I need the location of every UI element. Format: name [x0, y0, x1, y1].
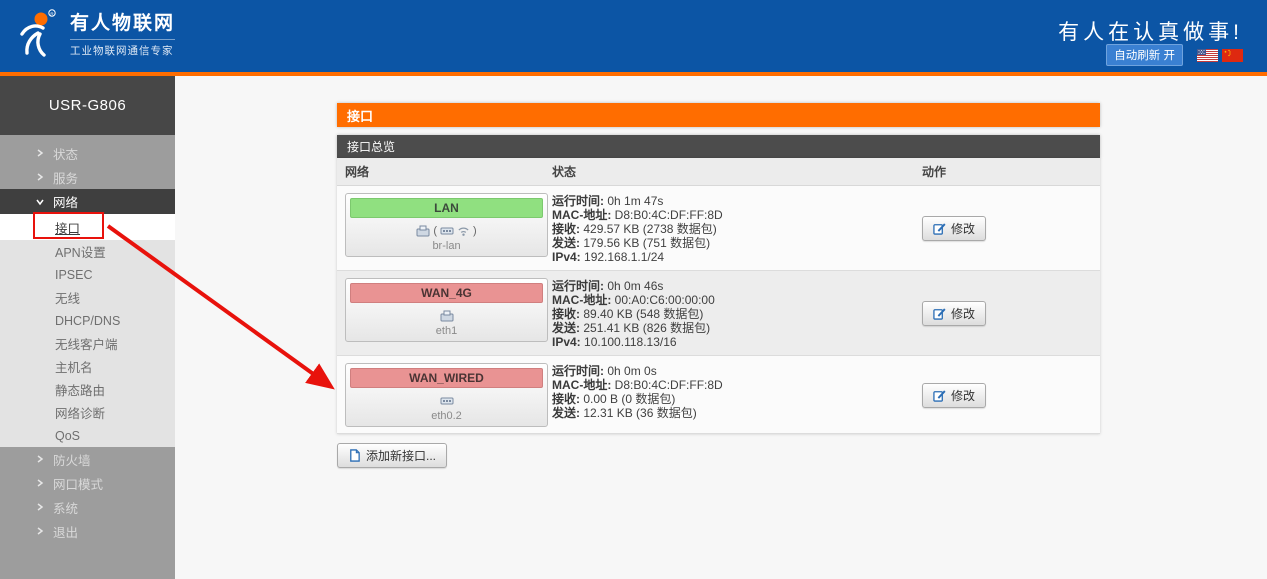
sidebar-item-static-routes[interactable]: 静态路由 [0, 378, 175, 401]
interface-device-name: eth0.2 [431, 410, 462, 422]
chevron-right-icon [37, 479, 44, 487]
sidebar-item-firewall[interactable]: 防火墙 [0, 447, 175, 471]
interface-box-wan-wired: WAN_WIRED eth0.2 [345, 363, 548, 427]
sidebar-item-services[interactable]: 服务 [0, 165, 175, 189]
edit-icon [933, 389, 946, 402]
edit-interface-button-lan[interactable]: 修改 [922, 216, 987, 241]
sidebar-item-status[interactable]: 状态 [0, 141, 175, 165]
device-name-header: USR-G806 [0, 76, 175, 135]
edit-icon [933, 308, 946, 320]
usr-person-logo-icon: R [20, 9, 56, 57]
column-header-action: 动作 [922, 165, 947, 179]
table-row: WAN_4G eth1 运行时间: 0h 0m 46s MAC-地址: 00:A… [337, 271, 1100, 356]
svg-text:R: R [50, 11, 54, 16]
us-flag-language-icon[interactable] [1197, 48, 1218, 62]
slogan-text: 有人在认真做事! [1058, 21, 1243, 44]
auto-refresh-toggle[interactable]: 自动刷新 开 [1106, 44, 1183, 66]
ethernet-switch-icon [440, 227, 454, 234]
brand-title: 有人物联网 [70, 13, 176, 34]
chevron-right-icon [37, 455, 44, 463]
interface-device-name: br-lan [432, 240, 461, 252]
table-header-row: 网络 状态 动作 [337, 158, 1100, 186]
sidebar-item-wireless[interactable]: 无线 [0, 286, 175, 309]
table-row: LAN ( ) br-lan 运行时间: 0h 1m 47s MAC-地址: D [337, 186, 1100, 271]
sidebar-item-network-diagnostics[interactable]: 网络诊断 [0, 401, 175, 424]
sidebar-nav: USR-G806 状态 服务 网络 接口 APN设置 IPSEC 无线 DHCP… [0, 76, 175, 579]
column-header-status: 状态 [552, 165, 577, 179]
china-flag-language-icon[interactable] [1222, 48, 1243, 62]
ethernet-bridge-icon [416, 225, 430, 236]
wan-zone-badge: WAN_4G [350, 283, 543, 303]
sidebar-item-ipsec[interactable]: IPSEC [0, 263, 175, 286]
sidebar-item-logout[interactable]: 退出 [0, 519, 175, 543]
interface-box-wan-4g: WAN_4G eth1 [345, 278, 548, 342]
brand-subtitle: 工业物联网通信专家 [70, 39, 176, 58]
accent-divider [0, 72, 1267, 76]
interface-status-wan-4g: 运行时间: 0h 0m 46s MAC-地址: 00:A0:C6:00:00:0… [552, 279, 715, 349]
interface-box-lan: LAN ( ) br-lan [345, 193, 548, 257]
page-title: 接口 [337, 103, 1100, 127]
chevron-right-icon [37, 503, 44, 511]
sidebar-item-qos[interactable]: QoS [0, 424, 175, 447]
column-header-network: 网络 [345, 165, 370, 179]
sidebar-item-dhcp-dns[interactable]: DHCP/DNS [0, 309, 175, 332]
wifi-icon [458, 227, 469, 236]
lan-zone-badge: LAN [350, 198, 543, 218]
sidebar-item-network[interactable]: 网络 [0, 189, 175, 214]
sidebar-item-system[interactable]: 系统 [0, 495, 175, 519]
chevron-right-icon [37, 527, 44, 535]
add-page-icon [350, 449, 360, 462]
main-content: 接口 接口总览 网络 状态 动作 LAN ( [337, 103, 1100, 468]
wan-zone-badge: WAN_WIRED [350, 368, 543, 388]
sidebar-item-interfaces[interactable]: 接口 [0, 214, 175, 240]
table-row: WAN_WIRED eth0.2 运行时间: 0h 0m 0s MAC-地址: … [337, 356, 1100, 434]
chevron-right-icon [37, 173, 44, 181]
edit-interface-button-wan-wired[interactable]: 修改 [922, 382, 987, 408]
chevron-down-icon [36, 199, 44, 205]
sidebar-item-hostname[interactable]: 主机名 [0, 355, 175, 378]
sidebar-item-wireless-client[interactable]: 无线客户端 [0, 332, 175, 355]
sidebar-item-port-mode[interactable]: 网口模式 [0, 471, 175, 495]
sidebar-item-apn[interactable]: APN设置 [0, 240, 175, 263]
ethernet-port-icon [440, 310, 453, 321]
interface-device-name: eth1 [435, 325, 458, 337]
edit-interface-button-wan-4g[interactable]: 修改 [922, 301, 987, 326]
interface-status-lan: 运行时间: 0h 1m 47s MAC-地址: D8:B0:4C:DF:FF:8… [552, 194, 723, 264]
interface-status-wan-wired: 运行时间: 0h 0m 0s MAC-地址: D8:B0:4C:DF:FF:8D… [552, 364, 723, 420]
interfaces-table: 网络 状态 动作 LAN ( ) br [337, 158, 1100, 434]
add-new-interface-button[interactable]: 添加新接口... [337, 443, 448, 468]
ethernet-switch-icon [440, 397, 453, 404]
chevron-right-icon [37, 149, 44, 157]
edit-icon [933, 223, 946, 235]
section-title: 接口总览 [337, 135, 1100, 158]
top-header: R 有人物联网 工业物联网通信专家 有人在认真做事! 自动刷新 开 [0, 0, 1267, 72]
brand-logo: R 有人物联网 工业物联网通信专家 [14, 8, 176, 58]
